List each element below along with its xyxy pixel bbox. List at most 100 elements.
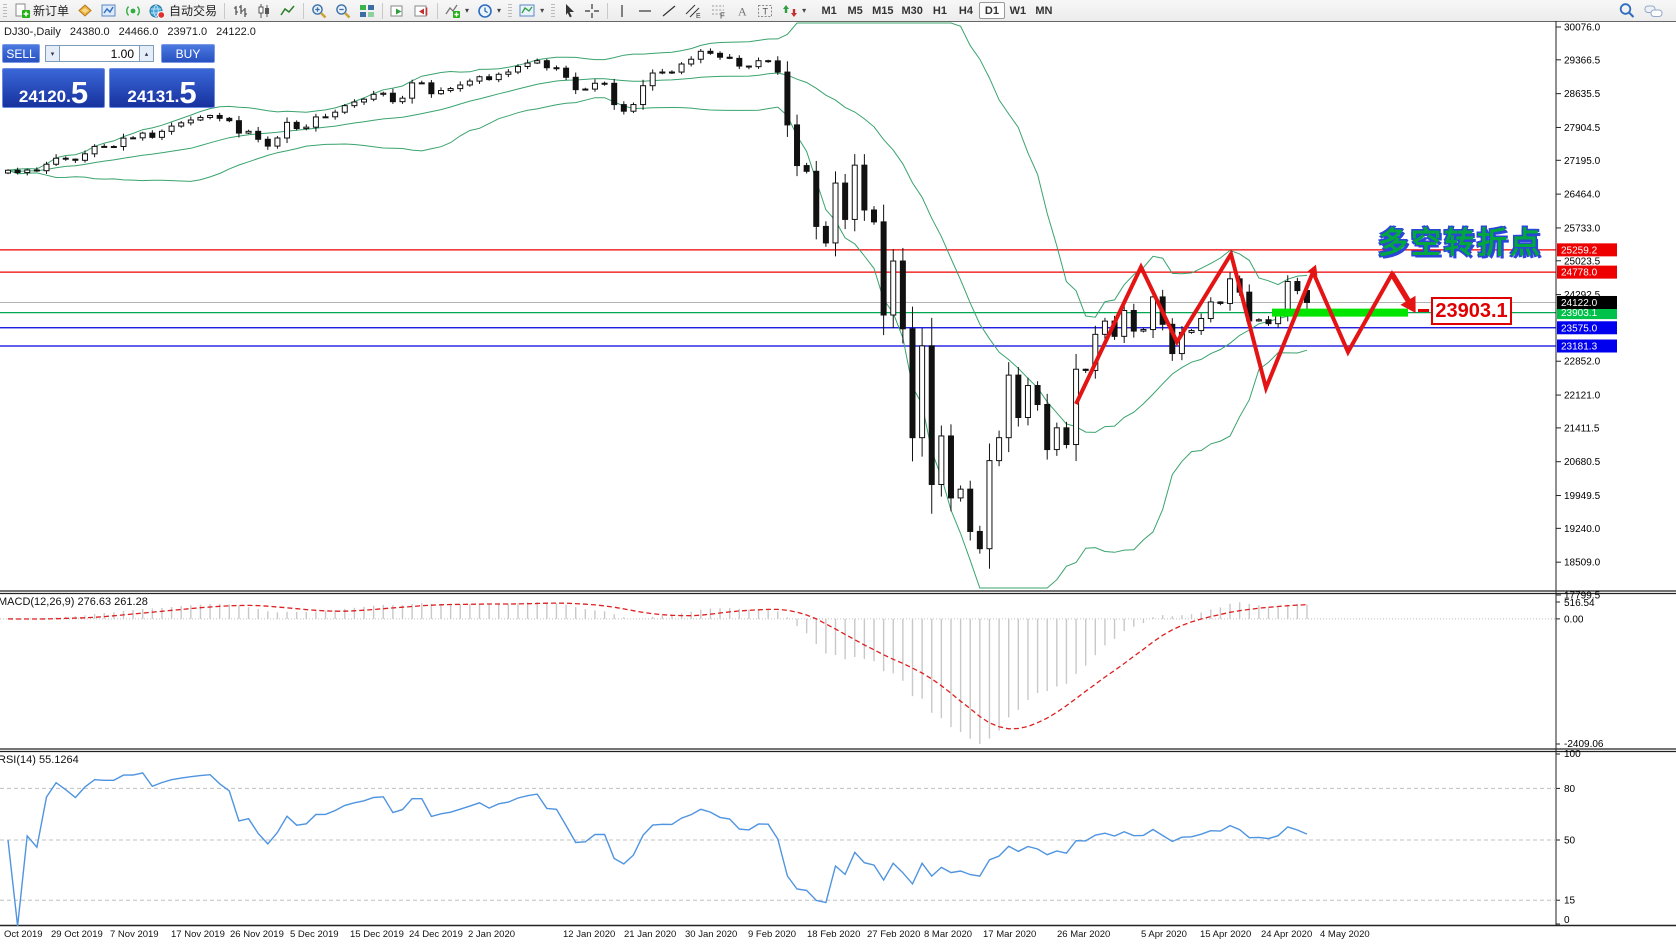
crosshair-icon: [584, 3, 600, 19]
new-order-button[interactable]: 新订单: [10, 1, 73, 20]
svg-text:24292.5: 24292.5: [1564, 290, 1601, 301]
toolbar-separator: [224, 2, 226, 19]
gold-book-icon: [77, 3, 93, 19]
svg-text:80: 80: [1564, 784, 1576, 795]
timeframe-m1-button[interactable]: M1: [816, 2, 842, 19]
ohlc-high: 24466.0: [118, 26, 159, 38]
svg-text:25023.5: 25023.5: [1564, 256, 1601, 267]
svg-text:17 Mar 2020: 17 Mar 2020: [983, 929, 1036, 940]
svg-text:8 Mar 2020: 8 Mar 2020: [924, 929, 972, 940]
timeframe-m5-button[interactable]: M5: [842, 2, 868, 19]
svg-text:17799.5: 17799.5: [1564, 591, 1601, 602]
svg-text:0: 0: [1564, 915, 1570, 926]
svg-text:-2409.06: -2409.06: [1564, 739, 1604, 750]
buy-price-big-digit: 5: [179, 74, 197, 110]
line-chart-mode-button[interactable]: [276, 1, 300, 20]
timeframe-w1-button[interactable]: W1: [1005, 2, 1031, 19]
buy-price-int: 24131: [127, 87, 175, 106]
volume-input[interactable]: [60, 45, 139, 62]
timeframe-m30-button[interactable]: M30: [898, 2, 927, 19]
zoom-out-button[interactable]: [331, 1, 355, 20]
channel-icon: E: [685, 3, 702, 19]
price-level-annotation[interactable]: 23903.1: [1431, 297, 1512, 325]
chat-icon: [1644, 3, 1664, 19]
auto-trading-button[interactable]: 自动交易: [145, 1, 221, 20]
chart-canvas[interactable]: 30076.0 29366.5 28635.5 27904.5 27195.0 26464…: [0, 21, 1676, 946]
svg-text:26 Nov 2019: 26 Nov 2019: [230, 929, 284, 940]
new-order-label: 新订单: [33, 4, 70, 18]
trendline-tool-button[interactable]: [657, 1, 681, 20]
signals-button[interactable]: [121, 1, 145, 20]
market-watch-button[interactable]: [73, 1, 97, 20]
vertical-line-icon: [615, 3, 629, 19]
main-toolbar: 新订单 自动交易 ▾ ▾: [0, 0, 1676, 22]
bar-chart-mode-button[interactable]: [228, 1, 252, 20]
sell-price-display[interactable]: 24120. 5: [2, 68, 105, 108]
toolbar-grip: [551, 3, 556, 18]
fibonacci-tool-button[interactable]: F: [706, 1, 731, 20]
trendline-icon: [661, 3, 677, 19]
svg-text:23181.3: 23181.3: [1561, 341, 1598, 352]
timeframe-h1-button[interactable]: H1: [927, 2, 953, 19]
chat-button[interactable]: [1640, 1, 1668, 20]
svg-text:20680.5: 20680.5: [1564, 457, 1601, 468]
cursor-button[interactable]: [558, 1, 580, 20]
indicators-button[interactable]: ▾: [441, 1, 473, 20]
templates-button[interactable]: ▾: [515, 1, 548, 20]
svg-text:0.00: 0.00: [1564, 614, 1584, 625]
new-order-icon: [14, 3, 30, 19]
buy-price-dot: .: [174, 87, 180, 106]
dropdown-arrow-icon: ▾: [802, 6, 807, 15]
data-window-button[interactable]: [97, 1, 121, 20]
svg-text:24122.0: 24122.0: [1561, 298, 1598, 309]
text-label-tool-button[interactable]: T: [753, 1, 778, 20]
svg-text:24 Dec 2019: 24 Dec 2019: [409, 929, 463, 940]
search-button[interactable]: [1614, 1, 1640, 20]
template-icon: [519, 3, 536, 19]
chart-shift-button[interactable]: [410, 1, 434, 20]
crosshair-button[interactable]: [580, 1, 604, 20]
text-icon: A: [735, 3, 749, 19]
volume-decrease-button[interactable]: ▾: [45, 45, 60, 62]
svg-text:24 Apr 2020: 24 Apr 2020: [1261, 929, 1312, 940]
text-label-icon: T: [757, 3, 774, 19]
timeframe-mn-button[interactable]: MN: [1031, 2, 1057, 19]
svg-text:12 Jan 2020: 12 Jan 2020: [563, 929, 615, 940]
svg-text:21 Jan 2020: 21 Jan 2020: [624, 929, 676, 940]
indicators-icon: [445, 3, 461, 19]
candlestick-mode-button[interactable]: [252, 1, 276, 20]
periods-button[interactable]: ▾: [473, 1, 505, 20]
buy-price-display[interactable]: 24131. 5: [109, 68, 215, 108]
arrows-icon: [782, 3, 798, 19]
zoom-in-button[interactable]: [307, 1, 331, 20]
timeframe-d1-button[interactable]: D1: [978, 2, 1005, 19]
toolbar-separator: [437, 2, 439, 19]
candlestick-icon: [256, 3, 272, 19]
svg-text:18509.0: 18509.0: [1564, 558, 1601, 569]
auto-trading-label: 自动交易: [169, 4, 218, 18]
svg-text:E: E: [696, 13, 701, 19]
timeframe-m15-button[interactable]: M15: [868, 2, 897, 19]
tile-windows-button[interactable]: [355, 1, 379, 20]
text-tool-button[interactable]: A: [731, 1, 753, 20]
volume-increase-button[interactable]: ▴: [139, 45, 154, 62]
signal-icon: [125, 3, 141, 19]
horizontal-line-tool-button[interactable]: [633, 1, 657, 20]
svg-text:21411.5: 21411.5: [1564, 423, 1600, 434]
svg-text:100: 100: [1564, 749, 1581, 760]
svg-text:Oct 2019: Oct 2019: [4, 929, 43, 940]
zoom-in-icon: [311, 3, 327, 19]
svg-text:17 Nov 2019: 17 Nov 2019: [171, 929, 225, 940]
sell-button[interactable]: SELL: [2, 44, 40, 63]
arrows-tool-button[interactable]: ▾: [778, 1, 810, 20]
timeframe-group: M1 M5 M15 M30 H1 H4 D1 W1 MN: [816, 2, 1057, 19]
vertical-line-tool-button[interactable]: [611, 1, 633, 20]
svg-text:15 Apr 2020: 15 Apr 2020: [1200, 929, 1251, 940]
auto-scroll-button[interactable]: [386, 1, 410, 20]
buy-button[interactable]: BUY: [161, 44, 215, 63]
fibonacci-icon: F: [710, 3, 727, 19]
equidistant-channel-tool-button[interactable]: E: [681, 1, 706, 20]
svg-text:19949.5: 19949.5: [1564, 491, 1601, 502]
timeframe-h4-button[interactable]: H4: [953, 2, 979, 19]
svg-text:23575.0: 23575.0: [1561, 323, 1598, 334]
